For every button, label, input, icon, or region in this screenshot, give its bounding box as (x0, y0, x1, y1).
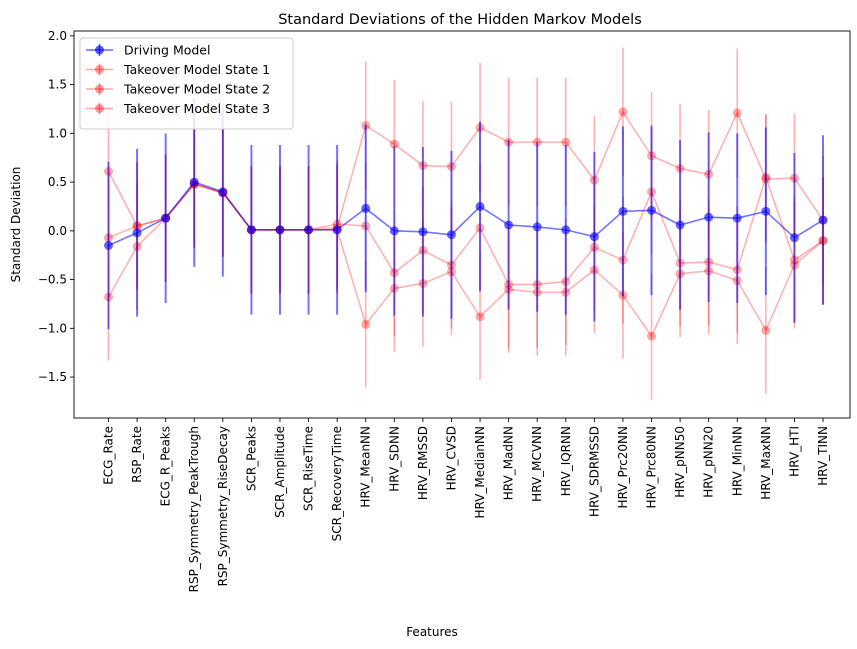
data-point (818, 215, 828, 225)
x-tick-label: HRV_MedianNN (473, 426, 487, 519)
data-point (618, 206, 628, 216)
data-point (504, 220, 514, 230)
legend-label: Takeover Model State 2 (123, 82, 270, 97)
data-point (389, 226, 399, 236)
x-tick-label: HRV_SDRMSSD (587, 426, 601, 517)
y-tick-label: 0.0 (48, 224, 67, 238)
x-tick-label: SCR_Peaks (244, 426, 258, 491)
data-point (446, 230, 456, 240)
data-point (246, 225, 256, 235)
legend-marker (95, 45, 104, 55)
y-axis-label: Standard Deviation (9, 167, 23, 283)
legend-entry: Takeover Model State 1 (86, 62, 270, 77)
data-point (104, 240, 113, 250)
data-point (389, 139, 399, 149)
x-tick-label: HRV_Prc80NN (645, 426, 659, 508)
x-tick-label: HRV_HTI (787, 426, 801, 477)
legend-entry: Takeover Model State 3 (86, 101, 270, 116)
data-point (275, 225, 285, 235)
data-point (132, 228, 142, 238)
legend-label: Driving Model (124, 43, 210, 58)
data-point (789, 233, 799, 243)
legend-marker (95, 104, 104, 113)
data-point (361, 319, 371, 329)
x-tick-label: HRV_SDNN (387, 426, 401, 492)
plot-area (104, 47, 828, 400)
legend-entry: Takeover Model State 2 (86, 82, 270, 97)
data-point (418, 227, 428, 237)
x-tick-label: SCR_RiseTime (302, 426, 316, 511)
data-point (675, 220, 685, 230)
series-2 (104, 113, 828, 348)
x-tick-label: ECG_Rate (102, 426, 116, 485)
legend-box (79, 37, 294, 130)
data-point (189, 177, 199, 187)
legend: Driving Model Takeover Model State 1 Takeo… (79, 37, 294, 130)
x-tick-label: RSP_Symmetry_RiseDecay (216, 426, 230, 586)
data-point (332, 225, 342, 235)
data-point (218, 187, 228, 197)
y-tick-label: −1.5 (38, 370, 67, 384)
data-point (161, 213, 171, 223)
x-tick-label: ECG_R_Peaks (159, 426, 173, 506)
data-point (561, 137, 571, 147)
legend-entry: Driving Model (86, 43, 210, 58)
x-tick-label: SCR_Amplitude (273, 426, 287, 518)
data-point (761, 206, 771, 216)
data-point (761, 325, 771, 335)
y-tick-label: 2.0 (48, 29, 67, 43)
series-line (107, 183, 824, 338)
x-tick-label: HRV_Prc20NN (616, 426, 630, 508)
x-tick-label: HRV_CVSD (444, 426, 458, 490)
data-point (618, 107, 628, 117)
y-tick-label: 1.5 (48, 78, 67, 92)
data-point (732, 108, 742, 118)
x-axis-ticks: ECG_Rate RSP_Rate ECG_R_Peaks RSP_Symmetry_… (102, 418, 830, 592)
legend-label: Takeover Model State 3 (123, 101, 270, 116)
chart-title: Standard Deviations of the Hidden Markov… (278, 12, 642, 28)
data-point (532, 222, 542, 232)
x-axis-label: Features (406, 625, 458, 639)
x-tick-label: HRV_MeanNN (359, 426, 373, 508)
x-tick-label: HRV_RMSSD (416, 426, 430, 500)
data-point (475, 312, 485, 322)
x-tick-label: RSP_Symmetry_PeakTrough (187, 426, 201, 592)
legend-label: Takeover Model State 1 (123, 62, 270, 77)
data-point (647, 205, 657, 215)
x-tick-label: HRV_MCVNN (530, 426, 544, 502)
plot-frame (73, 30, 851, 419)
x-tick-label: RSP_Rate (130, 426, 144, 483)
data-point (589, 232, 599, 242)
series-3 (104, 120, 828, 400)
series-line (108, 181, 824, 247)
legend-marker (95, 65, 104, 74)
x-tick-label: HRV_TINN (816, 426, 830, 486)
data-point (475, 201, 485, 211)
y-axis-ticks: −1.5 −1.0 −0.5 0.0 0.5 1.0 1.5 2.0 (38, 29, 74, 384)
x-tick-label: HRV_pNN50 (673, 426, 687, 498)
data-point (304, 225, 314, 235)
y-tick-label: −0.5 (38, 273, 67, 287)
y-tick-label: 0.5 (48, 175, 67, 189)
y-tick-label: 1.0 (48, 126, 67, 140)
data-point (561, 225, 571, 235)
x-tick-label: HRV_pNN20 (702, 426, 716, 498)
data-point (732, 213, 742, 223)
y-tick-label: −1.0 (38, 321, 67, 335)
data-point (361, 203, 371, 213)
x-tick-label: HRV_MaxNN (759, 426, 773, 500)
data-point (647, 331, 657, 341)
data-point (704, 212, 714, 222)
x-tick-label: SCR_RecoveryTime (330, 426, 344, 541)
x-tick-label: HRV_MinNN (730, 426, 744, 496)
x-tick-label: HRV_IQRNN (559, 426, 573, 496)
legend-marker (95, 84, 104, 94)
series-line (107, 110, 824, 231)
x-tick-label: HRV_MadNN (502, 426, 516, 500)
series-line (108, 174, 824, 286)
